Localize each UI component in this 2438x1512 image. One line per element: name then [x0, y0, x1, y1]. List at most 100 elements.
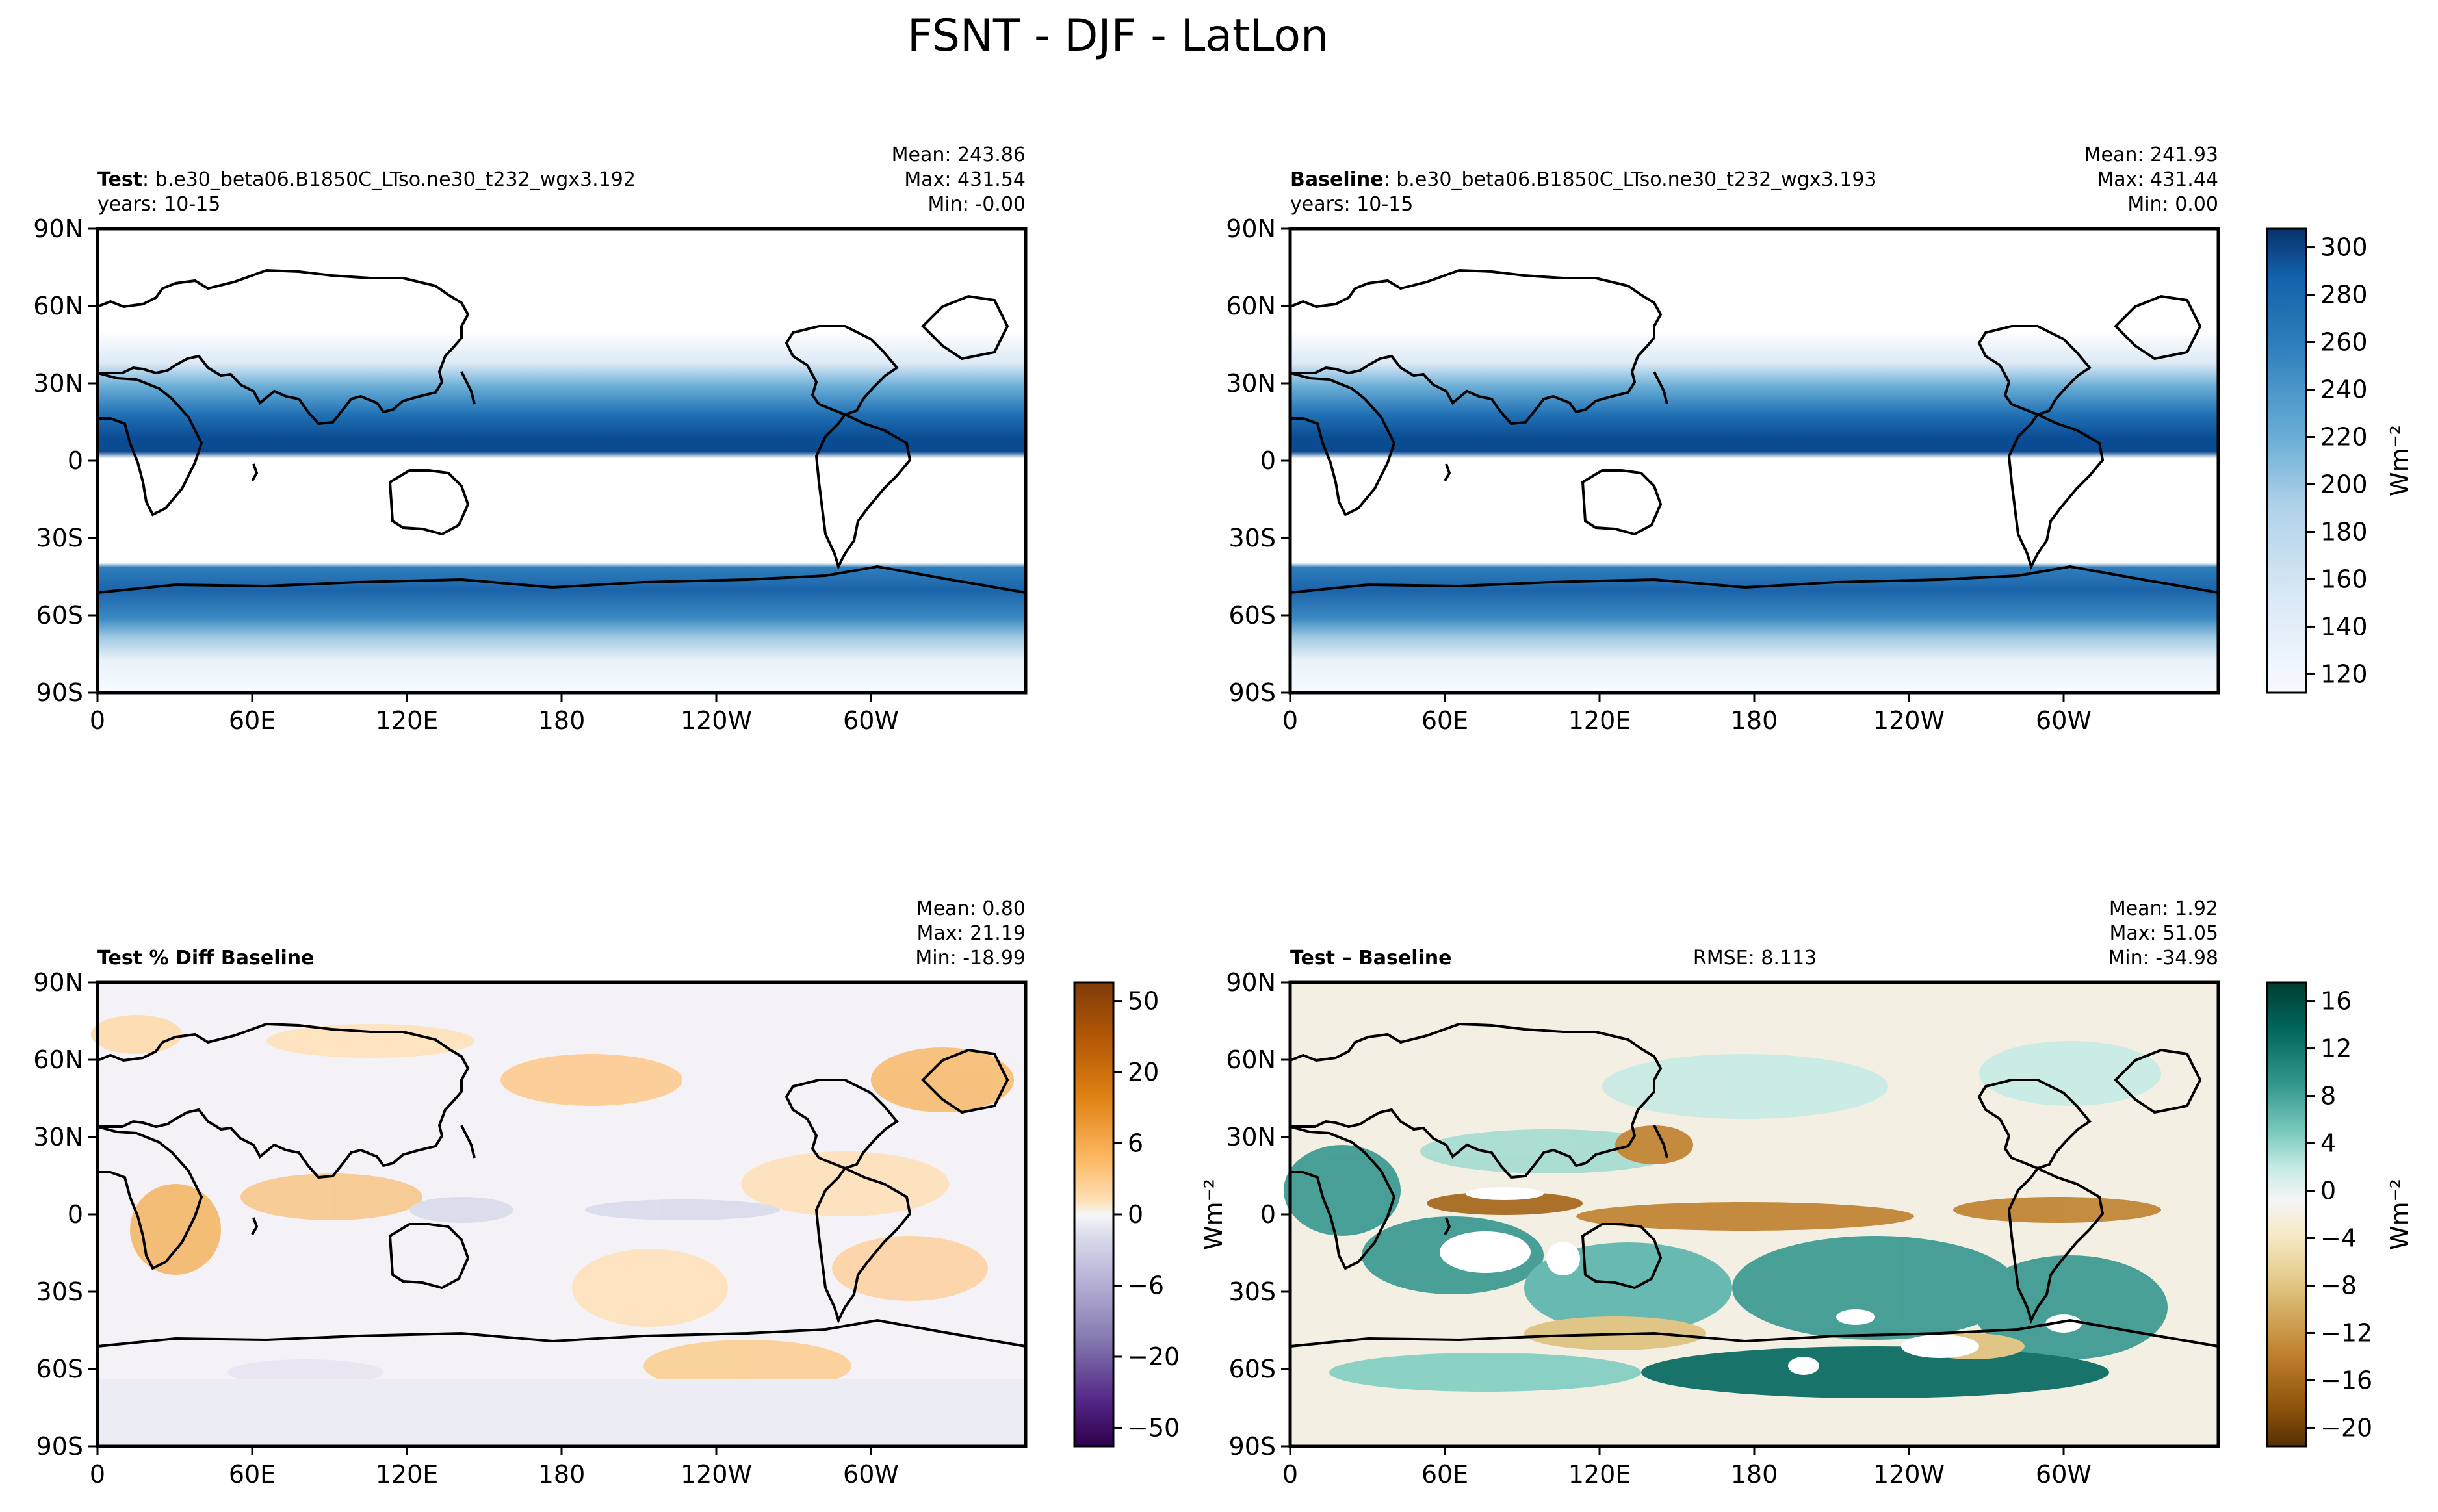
- cb-diff-tick-label-4: 0: [2320, 1177, 2336, 1205]
- figure-title: FSNT - DJF - LatLon: [907, 10, 1329, 62]
- panel-diff-stat-min: Min: -34.98: [2108, 947, 2218, 969]
- colorbar-pctdiff: 50 20 6 0 −6 −20 −50 Wm⁻²: [1073, 981, 1228, 1448]
- xtick-label-pctdiff-3: 180: [538, 1460, 586, 1489]
- cb-field-tick-label-0: 300: [2320, 233, 2368, 262]
- xtick-label-baseline-0: 0: [1282, 706, 1298, 735]
- ytick-label-test-3: 0: [68, 446, 83, 475]
- xtick-label-diff-4: 120W: [1873, 1460, 1945, 1489]
- cb-pctdiff-tick-label-3: 0: [1128, 1200, 1143, 1229]
- panel-test-stat-min: Min: -0.00: [928, 193, 1026, 216]
- ytick-label-test-4: 30S: [36, 524, 83, 552]
- panel-test-stat-max: Max: 431.54: [904, 168, 1026, 191]
- panel-test-stat-mean: Mean: 243.86: [892, 144, 1026, 166]
- panel-diff-stat-mean: Mean: 1.92: [2109, 897, 2218, 920]
- cb-pctdiff-tick-label-1: 20: [1128, 1058, 1159, 1086]
- cb-pctdiff-tick-label-2: 6: [1128, 1129, 1143, 1158]
- ytick-label-pctdiff-1: 60N: [33, 1045, 83, 1074]
- panel-baseline-stat-min: Min: 0.00: [2127, 193, 2218, 216]
- colorbar-diff: 16 12 8 4 0 −4 −8 −12 −16 −20 Wm⁻²: [2266, 981, 2414, 1448]
- cb-field-tick-label-3: 240: [2320, 376, 2368, 404]
- cb-field-tick-label-4: 220: [2320, 423, 2368, 452]
- panel-pctdiff-stat-max: Max: 21.19: [916, 922, 1026, 945]
- xtick-label-baseline-5: 60W: [2036, 706, 2092, 735]
- map-test: [96, 227, 1028, 695]
- xtick-label-pctdiff-0: 0: [90, 1460, 105, 1489]
- xtick-label-pctdiff-5: 60W: [843, 1460, 899, 1489]
- ytick-label-pctdiff-4: 30S: [36, 1277, 83, 1306]
- ytick-label-diff-5: 60S: [1229, 1355, 1276, 1383]
- ytick-label-diff-1: 60N: [1226, 1045, 1276, 1074]
- ytick-label-diff-3: 0: [1260, 1200, 1276, 1229]
- xtick-label-diff-0: 0: [1282, 1460, 1298, 1489]
- cb-diff-tick-label-5: −4: [2320, 1224, 2357, 1252]
- colorbar-pctdiff-unit: Wm⁻²: [1199, 1179, 1228, 1250]
- ytick-label-test-6: 90S: [36, 678, 83, 707]
- cb-diff-tick-label-2: 8: [2320, 1082, 2336, 1110]
- cb-diff-tick-label-9: −20: [2320, 1413, 2372, 1442]
- panel-pctdiff-stat-min: Min: -18.99: [915, 947, 1026, 969]
- cb-field-tick-label-6: 180: [2320, 517, 2368, 546]
- xtick-label-baseline-4: 120W: [1873, 706, 1945, 735]
- cb-diff-tick-label-8: −16: [2320, 1366, 2372, 1394]
- ytick-label-baseline-5: 60S: [1229, 601, 1276, 630]
- cb-pctdiff-tick-label-4: −6: [1128, 1271, 1164, 1300]
- colorbar-diff-unit: Wm⁻²: [2385, 1179, 2414, 1250]
- ytick-label-diff-6: 90S: [1229, 1432, 1276, 1461]
- ytick-label-baseline-0: 90N: [1226, 214, 1276, 243]
- panel-diff-rmse: RMSE: 8.113: [1693, 947, 1817, 969]
- xtick-label-baseline-1: 60E: [1421, 706, 1468, 735]
- ytick-label-test-1: 60N: [33, 292, 83, 320]
- cb-pctdiff-tick-label-6: −50: [1128, 1413, 1180, 1442]
- cb-diff-tick-label-0: 16: [2320, 987, 2352, 1016]
- panel-diff-label: Test – Baseline: [1290, 947, 1452, 969]
- ytick-label-pctdiff-6: 90S: [36, 1432, 83, 1461]
- ytick-label-pctdiff-2: 30N: [33, 1123, 83, 1151]
- xtick-label-baseline-2: 120E: [1568, 706, 1631, 735]
- panel-test-years: years: 10-15: [97, 193, 220, 216]
- ytick-label-baseline-6: 90S: [1229, 678, 1276, 707]
- ytick-label-diff-0: 90N: [1226, 968, 1276, 997]
- panel-pctdiff: Mean: 0.80 Max: 21.19 Min: -18.99 Test %…: [91, 897, 1228, 1448]
- panel-baseline-years: years: 10-15: [1290, 193, 1413, 216]
- cb-diff-tick-label-3: 4: [2320, 1129, 2336, 1158]
- cb-diff-tick-label-1: 12: [2320, 1034, 2352, 1063]
- panel-test-label: Test: b.e30_beta06.B1850C_LTso.ne30_t232…: [97, 168, 636, 191]
- cb-diff-tick-label-6: −8: [2320, 1271, 2357, 1300]
- colorbar-field-unit: Wm⁻²: [2385, 425, 2414, 496]
- ytick-label-diff-2: 30N: [1226, 1123, 1276, 1151]
- ytick-label-test-0: 90N: [33, 214, 83, 243]
- cb-field-tick-label-7: 160: [2320, 565, 2368, 593]
- ytick-label-baseline-3: 0: [1260, 446, 1276, 475]
- ytick-label-test-5: 60S: [36, 601, 83, 630]
- map-diff: [1284, 980, 2220, 1448]
- cb-diff-tick-label-7: −12: [2320, 1318, 2372, 1347]
- colorbar-field: 300 280 260 240 220 200 180 160 140 120 Wm⁻²: [2266, 227, 2414, 694]
- xtick-label-test-2: 120E: [376, 706, 439, 735]
- ytick-label-baseline-1: 60N: [1226, 292, 1276, 320]
- xtick-label-diff-1: 60E: [1421, 1460, 1468, 1489]
- panel-pctdiff-stat-mean: Mean: 0.80: [916, 897, 1026, 920]
- xtick-label-test-1: 60E: [229, 706, 276, 735]
- ytick-label-test-2: 30N: [33, 369, 83, 398]
- ytick-label-pctdiff-3: 0: [68, 1200, 83, 1229]
- ytick-label-baseline-2: 30N: [1226, 369, 1276, 398]
- panel-test: Mean: 243.86 Max: 431.54 Min: -0.00 Test…: [96, 144, 1028, 695]
- cb-field-tick-label-1: 280: [2320, 281, 2368, 309]
- xtick-label-test-4: 120W: [681, 706, 752, 735]
- cb-field-tick-label-9: 120: [2320, 660, 2368, 688]
- xtick-label-pctdiff-1: 60E: [229, 1460, 276, 1489]
- xtick-label-baseline-3: 180: [1731, 706, 1778, 735]
- cb-field-tick-label-5: 200: [2320, 470, 2368, 498]
- ytick-label-diff-4: 30S: [1229, 1277, 1276, 1306]
- ytick-label-baseline-4: 30S: [1229, 524, 1276, 552]
- xtick-label-pctdiff-2: 120E: [376, 1460, 439, 1489]
- cb-field-tick-label-8: 140: [2320, 612, 2368, 641]
- ytick-label-pctdiff-5: 60S: [36, 1355, 83, 1383]
- xtick-label-diff-5: 60W: [2036, 1460, 2092, 1489]
- map-pctdiff: [91, 980, 1028, 1448]
- xtick-label-test-3: 180: [538, 706, 586, 735]
- panel-pctdiff-label: Test % Diff Baseline: [97, 947, 315, 969]
- cb-pctdiff-tick-label-5: −20: [1128, 1342, 1180, 1371]
- panel-diff-stat-max: Max: 51.05: [2109, 922, 2218, 945]
